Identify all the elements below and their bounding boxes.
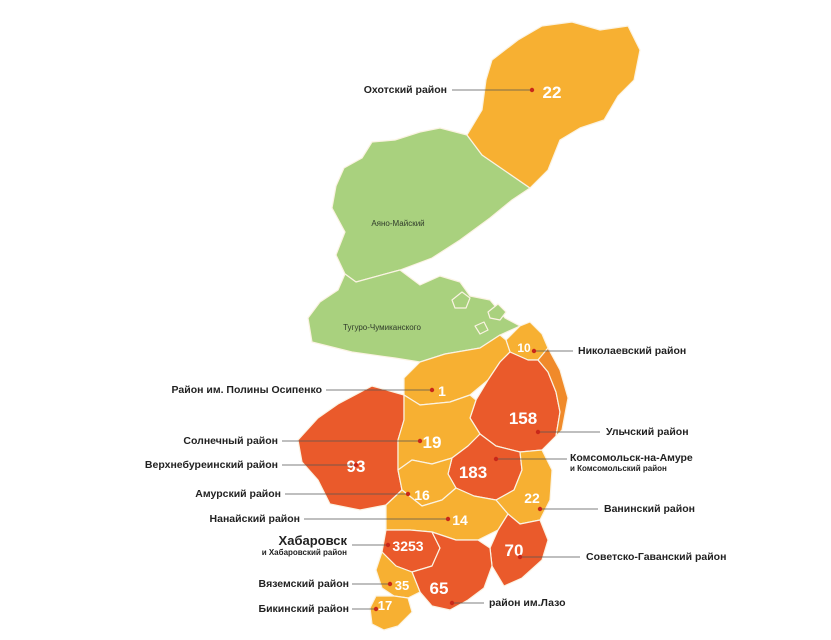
label-verkhnebureinsky: Верхнебуреинский район <box>144 459 278 471</box>
value-lazo: 65 <box>430 579 449 598</box>
label-vyazemsky: Вяземский район <box>258 578 349 590</box>
label-solnechny: Солнечный район <box>183 435 278 447</box>
value-ulchsky: 158 <box>509 409 537 428</box>
label-sovgavansky: Советско-Гаванский район <box>586 551 727 563</box>
region-ulchsky-coast <box>537 347 569 437</box>
value-amursky: 16 <box>414 487 430 503</box>
region-ayano-maysky[interactable] <box>331 127 531 283</box>
label-amursky: Амурский район <box>195 488 281 500</box>
island-3 <box>474 321 489 335</box>
label-komsomolsk-name: Комсомольск-на-Амуре <box>570 452 693 464</box>
value-okhotsky: 22 <box>543 83 562 102</box>
island-2 <box>487 303 507 321</box>
label-bikinsky: Бикинский район <box>258 603 349 615</box>
label-lazo: район им.Лазо <box>489 597 566 609</box>
label-okhotsky: Охотский район <box>363 84 447 96</box>
region-bikinsky[interactable] <box>369 595 413 631</box>
value-solnechny: 19 <box>423 433 442 452</box>
value-khabarovsk: 3253 <box>392 538 423 554</box>
label-nanaysky: Нанайский район <box>209 513 300 525</box>
tuguro-chumikansky-map-label: Тугуро-Чумиканского <box>343 323 421 332</box>
label-vaninsky: Ванинский район <box>604 503 695 515</box>
value-komsomolsk: 183 <box>459 463 487 482</box>
value-osipenko: 1 <box>438 383 446 399</box>
label-khabarovsk: Хабаровск и Хабаровский район <box>262 534 347 558</box>
region-okhotsky[interactable] <box>466 21 641 189</box>
label-nikolaevsky: Николаевский район <box>578 345 687 357</box>
label-komsomolsk: Комсомольск-на-Амуре и Комсомольский рай… <box>570 452 693 474</box>
label-ulchsky: Ульчский район <box>606 426 689 438</box>
leader-lines <box>282 87 600 612</box>
region-lazo[interactable] <box>411 531 493 611</box>
value-nanaysky: 14 <box>452 512 468 528</box>
value-nikolaevsky: 10 <box>517 341 531 355</box>
label-osipenko: Район им. Полины Осипенко <box>171 384 322 396</box>
value-vyazemsky: 35 <box>395 578 409 593</box>
value-bikinsky: 17 <box>378 598 392 613</box>
label-khabarovsk-name: Хабаровск <box>278 533 347 548</box>
region-sovgavansky[interactable] <box>489 513 549 587</box>
label-khabarovsk-sub: и Хабаровский район <box>261 548 347 557</box>
island-1 <box>451 291 471 309</box>
ayano-maysky-map-label: Аяно-Майский <box>371 219 424 228</box>
region-verkhnebureinsky[interactable] <box>297 385 405 511</box>
value-vaninsky: 22 <box>524 490 540 506</box>
label-komsomolsk-sub: и Комсомольский район <box>570 464 667 473</box>
